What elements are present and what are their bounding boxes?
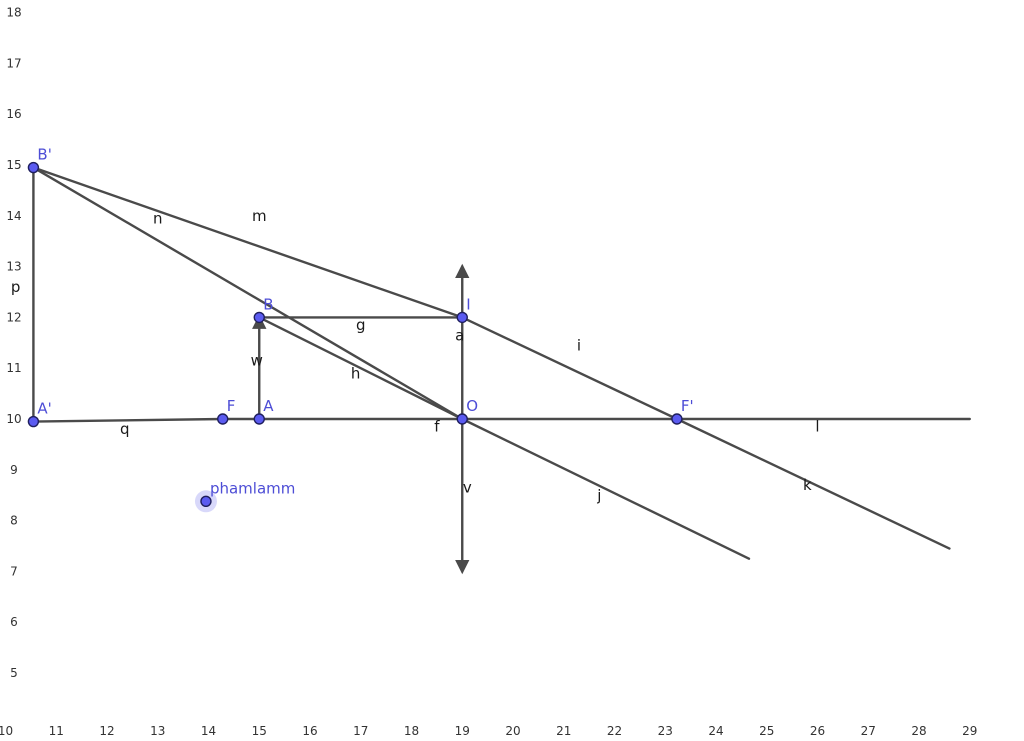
point-label: A' [37, 400, 51, 418]
point-dot[interactable] [27, 161, 40, 174]
segment-label-j: j [596, 486, 601, 504]
x-tick-label: 11 [49, 724, 64, 738]
x-tick-label: 18 [404, 724, 419, 738]
segment-label-g: g [356, 316, 366, 334]
segment-label-f: f [434, 418, 440, 436]
point-label: F' [681, 397, 694, 415]
x-tick-label: 29 [962, 724, 977, 738]
point-dot[interactable] [200, 495, 212, 507]
point-label: B' [37, 146, 51, 164]
segment-label-m: m [252, 207, 267, 225]
point-dot[interactable] [456, 311, 468, 324]
point-label: B [263, 295, 273, 313]
point-label: phamlamm [210, 479, 295, 497]
segment-h[interactable] [258, 316, 464, 421]
x-tick-label: 23 [658, 724, 673, 738]
segment-label-n: n [153, 209, 163, 227]
point-b[interactable]: B [253, 295, 274, 324]
point-dot[interactable] [456, 413, 468, 425]
x-tick-label: 12 [99, 724, 114, 738]
point-dot[interactable] [253, 311, 265, 324]
segment-n[interactable] [32, 166, 464, 421]
point-dot[interactable] [253, 413, 265, 425]
y-tick-label: 10 [6, 412, 21, 426]
x-tick-label: 17 [353, 724, 368, 738]
point-phamlamm[interactable]: phamlamm [194, 479, 295, 513]
segment-label-w: w [251, 352, 263, 370]
point-label: O [466, 397, 478, 415]
y-tick-label: 8 [10, 514, 18, 528]
x-tick-label: 25 [759, 724, 774, 738]
x-axis-ticks: 10 11 12 13 14 15 16 17 18 19 20 21 22 23 24 25 26 27 28 29 [0, 724, 977, 738]
y-tick-label: 5 [10, 666, 18, 680]
segment-k[interactable] [675, 417, 951, 550]
x-tick-label: 15 [252, 724, 267, 738]
point-dot[interactable] [217, 413, 229, 425]
point-dot[interactable] [27, 415, 40, 428]
point-a-prime[interactable]: A' [27, 400, 52, 428]
segment-j[interactable] [461, 417, 751, 560]
point-b-prime[interactable]: B' [27, 146, 52, 174]
segment-label-a: a [455, 326, 464, 344]
y-tick-label: 7 [10, 564, 18, 578]
y-axis-ticks: 5 6 7 8 9 10 11 12 13 14 15 16 17 18 [6, 6, 21, 680]
x-tick-label: 13 [150, 724, 165, 738]
x-tick-label: 24 [708, 724, 723, 738]
point-label: I [466, 295, 470, 313]
x-tick-label: 22 [607, 724, 622, 738]
point-a[interactable]: A [253, 397, 274, 425]
segment-label-v: v [463, 479, 472, 497]
x-tick-label: 20 [505, 724, 520, 738]
x-tick-label: 10 [0, 724, 13, 738]
point-label: F [227, 397, 236, 415]
point-label: A [263, 397, 274, 415]
y-tick-label: 12 [6, 310, 21, 324]
x-tick-label: 16 [302, 724, 317, 738]
points-layer: B' A' F A B I O F' phamlamm [27, 146, 694, 513]
x-tick-label: 21 [556, 724, 571, 738]
y-tick-label: 14 [6, 209, 21, 223]
x-tick-label: 26 [810, 724, 825, 738]
point-f-prime[interactable]: F' [671, 397, 694, 425]
point-f[interactable]: F [217, 397, 236, 425]
segment-label-i: i [577, 336, 581, 354]
segment-q[interactable] [32, 417, 224, 423]
x-tick-label: 14 [201, 724, 216, 738]
x-tick-label: 28 [911, 724, 926, 738]
segment-label-q: q [120, 420, 130, 438]
segment-label-l: l [815, 418, 819, 436]
y-tick-label: 6 [10, 615, 18, 629]
y-tick-label: 16 [6, 107, 21, 121]
segment-label-h: h [351, 364, 361, 382]
point-dot[interactable] [671, 413, 683, 425]
point-o[interactable]: O [456, 397, 478, 425]
y-tick-label: 9 [10, 463, 18, 477]
y-tick-label: 13 [6, 260, 21, 274]
segment-label-p: p [11, 278, 21, 296]
x-tick-label: 19 [455, 724, 470, 738]
segment-label-k: k [803, 476, 812, 494]
y-tick-label: 15 [6, 158, 21, 172]
y-tick-label: 11 [6, 361, 21, 375]
y-tick-label: 18 [6, 6, 21, 20]
segments-layer [32, 166, 971, 575]
y-tick-label: 17 [6, 56, 21, 70]
segment-m[interactable] [32, 166, 464, 319]
segment-i[interactable] [461, 316, 679, 421]
segment-labels-layer: p n m g h q f l i k j a v w [11, 207, 820, 504]
x-tick-label: 27 [861, 724, 876, 738]
point-i[interactable]: I [456, 295, 471, 324]
